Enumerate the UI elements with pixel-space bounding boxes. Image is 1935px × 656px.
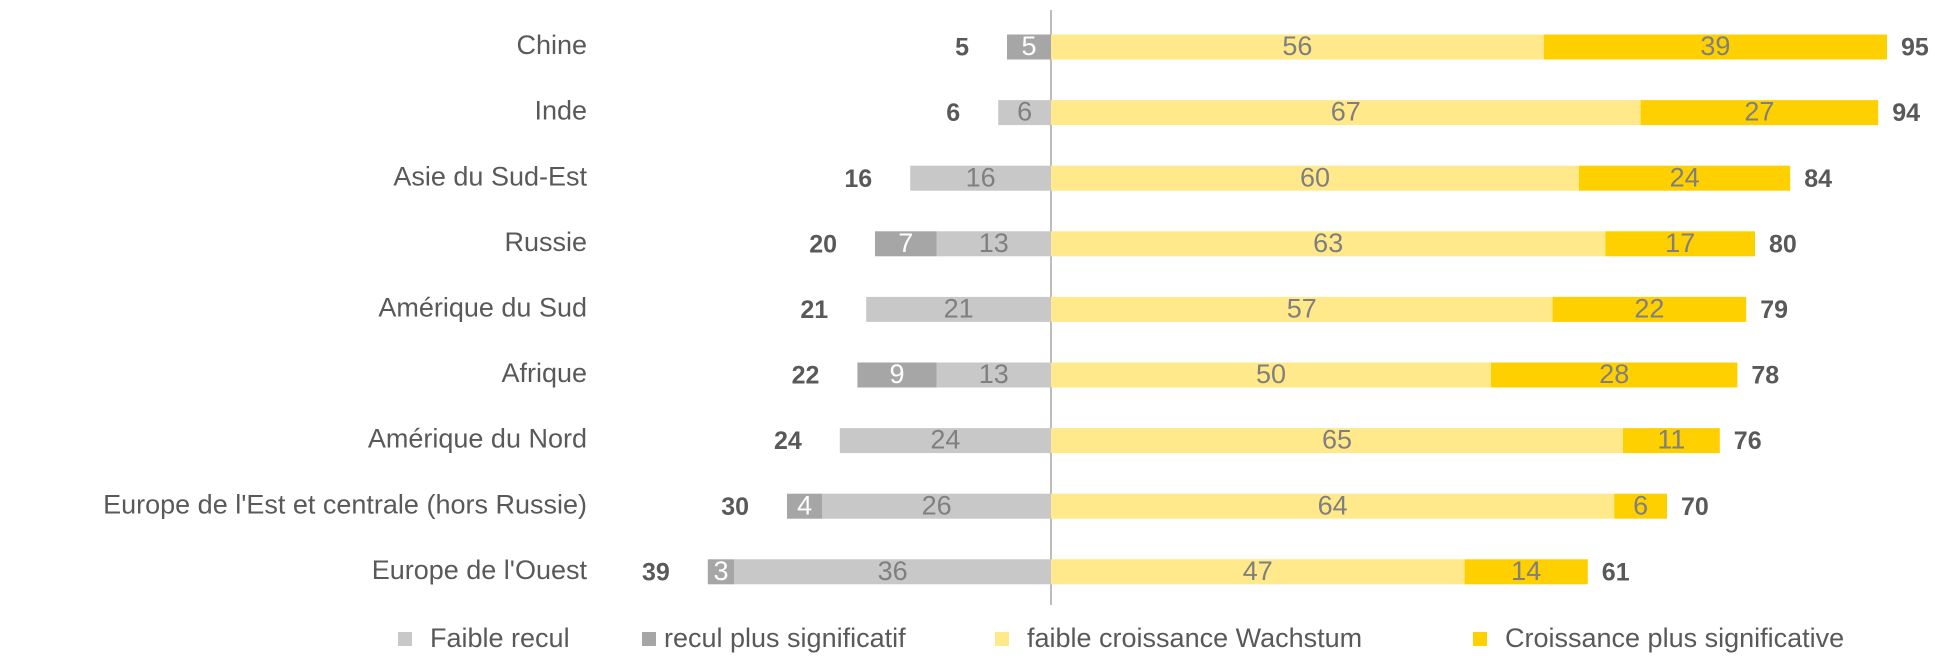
- positive-total: 94: [1892, 99, 1920, 127]
- negative-total: 22: [792, 362, 820, 390]
- legend-swatch: [1473, 632, 1487, 646]
- bar-segment: [1051, 493, 1615, 519]
- bar-segment: [1605, 231, 1755, 257]
- bar-segment: [1491, 362, 1738, 388]
- bar-segment: [1614, 493, 1667, 519]
- segment-label: 60: [1300, 162, 1330, 192]
- bar-segment: [1051, 165, 1579, 191]
- bar-segment: [787, 493, 823, 519]
- bar-segment: [839, 428, 1051, 454]
- segment-label: 22: [1634, 294, 1664, 324]
- legend-label: Faible recul: [430, 623, 570, 653]
- segment-label: 56: [1282, 31, 1312, 61]
- segment-label: 64: [1318, 490, 1348, 520]
- category-label: Russie: [504, 227, 587, 257]
- segment-label: 13: [979, 228, 1009, 258]
- negative-total: 6: [946, 99, 960, 127]
- bar-segment: [1579, 165, 1791, 191]
- category-label: Europe de l'Est et centrale (hors Russie…: [103, 489, 587, 519]
- positive-total: 61: [1602, 558, 1630, 586]
- segment-label: 3: [713, 556, 728, 586]
- bar-segment: [1051, 428, 1623, 454]
- category-label: Amérique du Sud: [378, 293, 587, 323]
- segment-label: 9: [889, 359, 904, 389]
- bar-segment: [1640, 100, 1879, 126]
- segment-label: 67: [1331, 97, 1361, 127]
- positive-total: 80: [1769, 230, 1797, 258]
- segment-label: 13: [979, 359, 1009, 389]
- bar-segment: [910, 165, 1051, 191]
- bar-segment: [1051, 100, 1641, 126]
- segment-label: 7: [898, 228, 913, 258]
- bar-segment: [822, 493, 1051, 519]
- bar-segment: [875, 231, 937, 257]
- segment-label: 11: [1657, 425, 1685, 455]
- segment-label: 28: [1599, 359, 1629, 389]
- bar-segment: [936, 362, 1051, 388]
- positive-total: 84: [1804, 165, 1832, 193]
- bar-segment: [1623, 428, 1720, 454]
- legend-label: recul plus significatif: [664, 623, 906, 653]
- segment-label: 57: [1287, 294, 1317, 324]
- segment-label: 17: [1665, 228, 1695, 258]
- segment-label: 26: [922, 490, 952, 520]
- segment-label: 21: [944, 294, 974, 324]
- segment-label: 4: [797, 490, 812, 520]
- segment-label: 24: [930, 425, 960, 455]
- negative-total: 20: [809, 230, 837, 258]
- segment-label: 5: [1021, 31, 1036, 61]
- legend-swatch: [642, 632, 656, 646]
- bar-segment: [1552, 296, 1747, 322]
- segment-label: 14: [1511, 556, 1541, 586]
- positive-total: 70: [1681, 493, 1709, 521]
- negative-total: 21: [800, 296, 828, 324]
- segment-label: 39: [1700, 31, 1730, 61]
- bar-segment: [998, 100, 1051, 126]
- legend-label: Croissance plus significative: [1505, 623, 1844, 653]
- negative-total: 24: [774, 427, 802, 455]
- negative-total: 30: [721, 493, 749, 521]
- segment-label: 27: [1744, 97, 1774, 127]
- segment-label: 6: [1017, 97, 1032, 127]
- negative-total: 5: [955, 34, 969, 62]
- segment-label: 63: [1313, 228, 1343, 258]
- category-label: Chine: [516, 30, 587, 60]
- segment-label: 6: [1633, 490, 1648, 520]
- category-label: Afrique: [501, 358, 587, 388]
- bar-segment: [1051, 34, 1544, 60]
- bar-segment: [1051, 296, 1553, 322]
- segment-label: 24: [1670, 162, 1700, 192]
- category-label: Inde: [534, 96, 587, 126]
- legend-swatch: [398, 632, 412, 646]
- legend-label: faible croissance Wachstum: [1027, 623, 1362, 653]
- segment-label: 50: [1256, 359, 1286, 389]
- bar-segment: [1464, 559, 1588, 585]
- segment-label: 47: [1243, 556, 1273, 586]
- category-label: Asie du Sud-Est: [393, 161, 587, 191]
- positive-total: 76: [1734, 427, 1762, 455]
- positive-total: 78: [1751, 362, 1779, 390]
- legend-swatch: [995, 632, 1009, 646]
- negative-total: 39: [642, 558, 670, 586]
- bar-segment: [1051, 559, 1465, 585]
- bar-segment: [707, 559, 735, 585]
- segment-label: 16: [966, 162, 996, 192]
- category-label: Europe de l'Ouest: [372, 555, 588, 585]
- bar-segment: [1051, 231, 1606, 257]
- category-label: Amérique du Nord: [368, 424, 587, 454]
- segment-label: 36: [878, 556, 908, 586]
- bar-segment: [1543, 34, 1887, 60]
- bar-segment: [936, 231, 1051, 257]
- positive-total: 79: [1760, 296, 1788, 324]
- positive-total: 95: [1901, 34, 1929, 62]
- bar-segment: [1007, 34, 1051, 60]
- bar-segment: [734, 559, 1051, 585]
- bar-segment: [857, 362, 937, 388]
- segment-label: 65: [1322, 425, 1352, 455]
- bar-segment: [866, 296, 1051, 322]
- negative-total: 16: [844, 165, 872, 193]
- bar-segment: [1051, 362, 1491, 388]
